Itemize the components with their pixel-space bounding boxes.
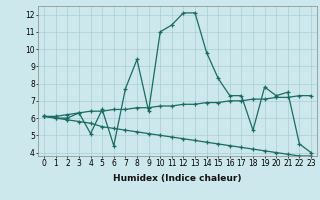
X-axis label: Humidex (Indice chaleur): Humidex (Indice chaleur) [113,174,242,183]
